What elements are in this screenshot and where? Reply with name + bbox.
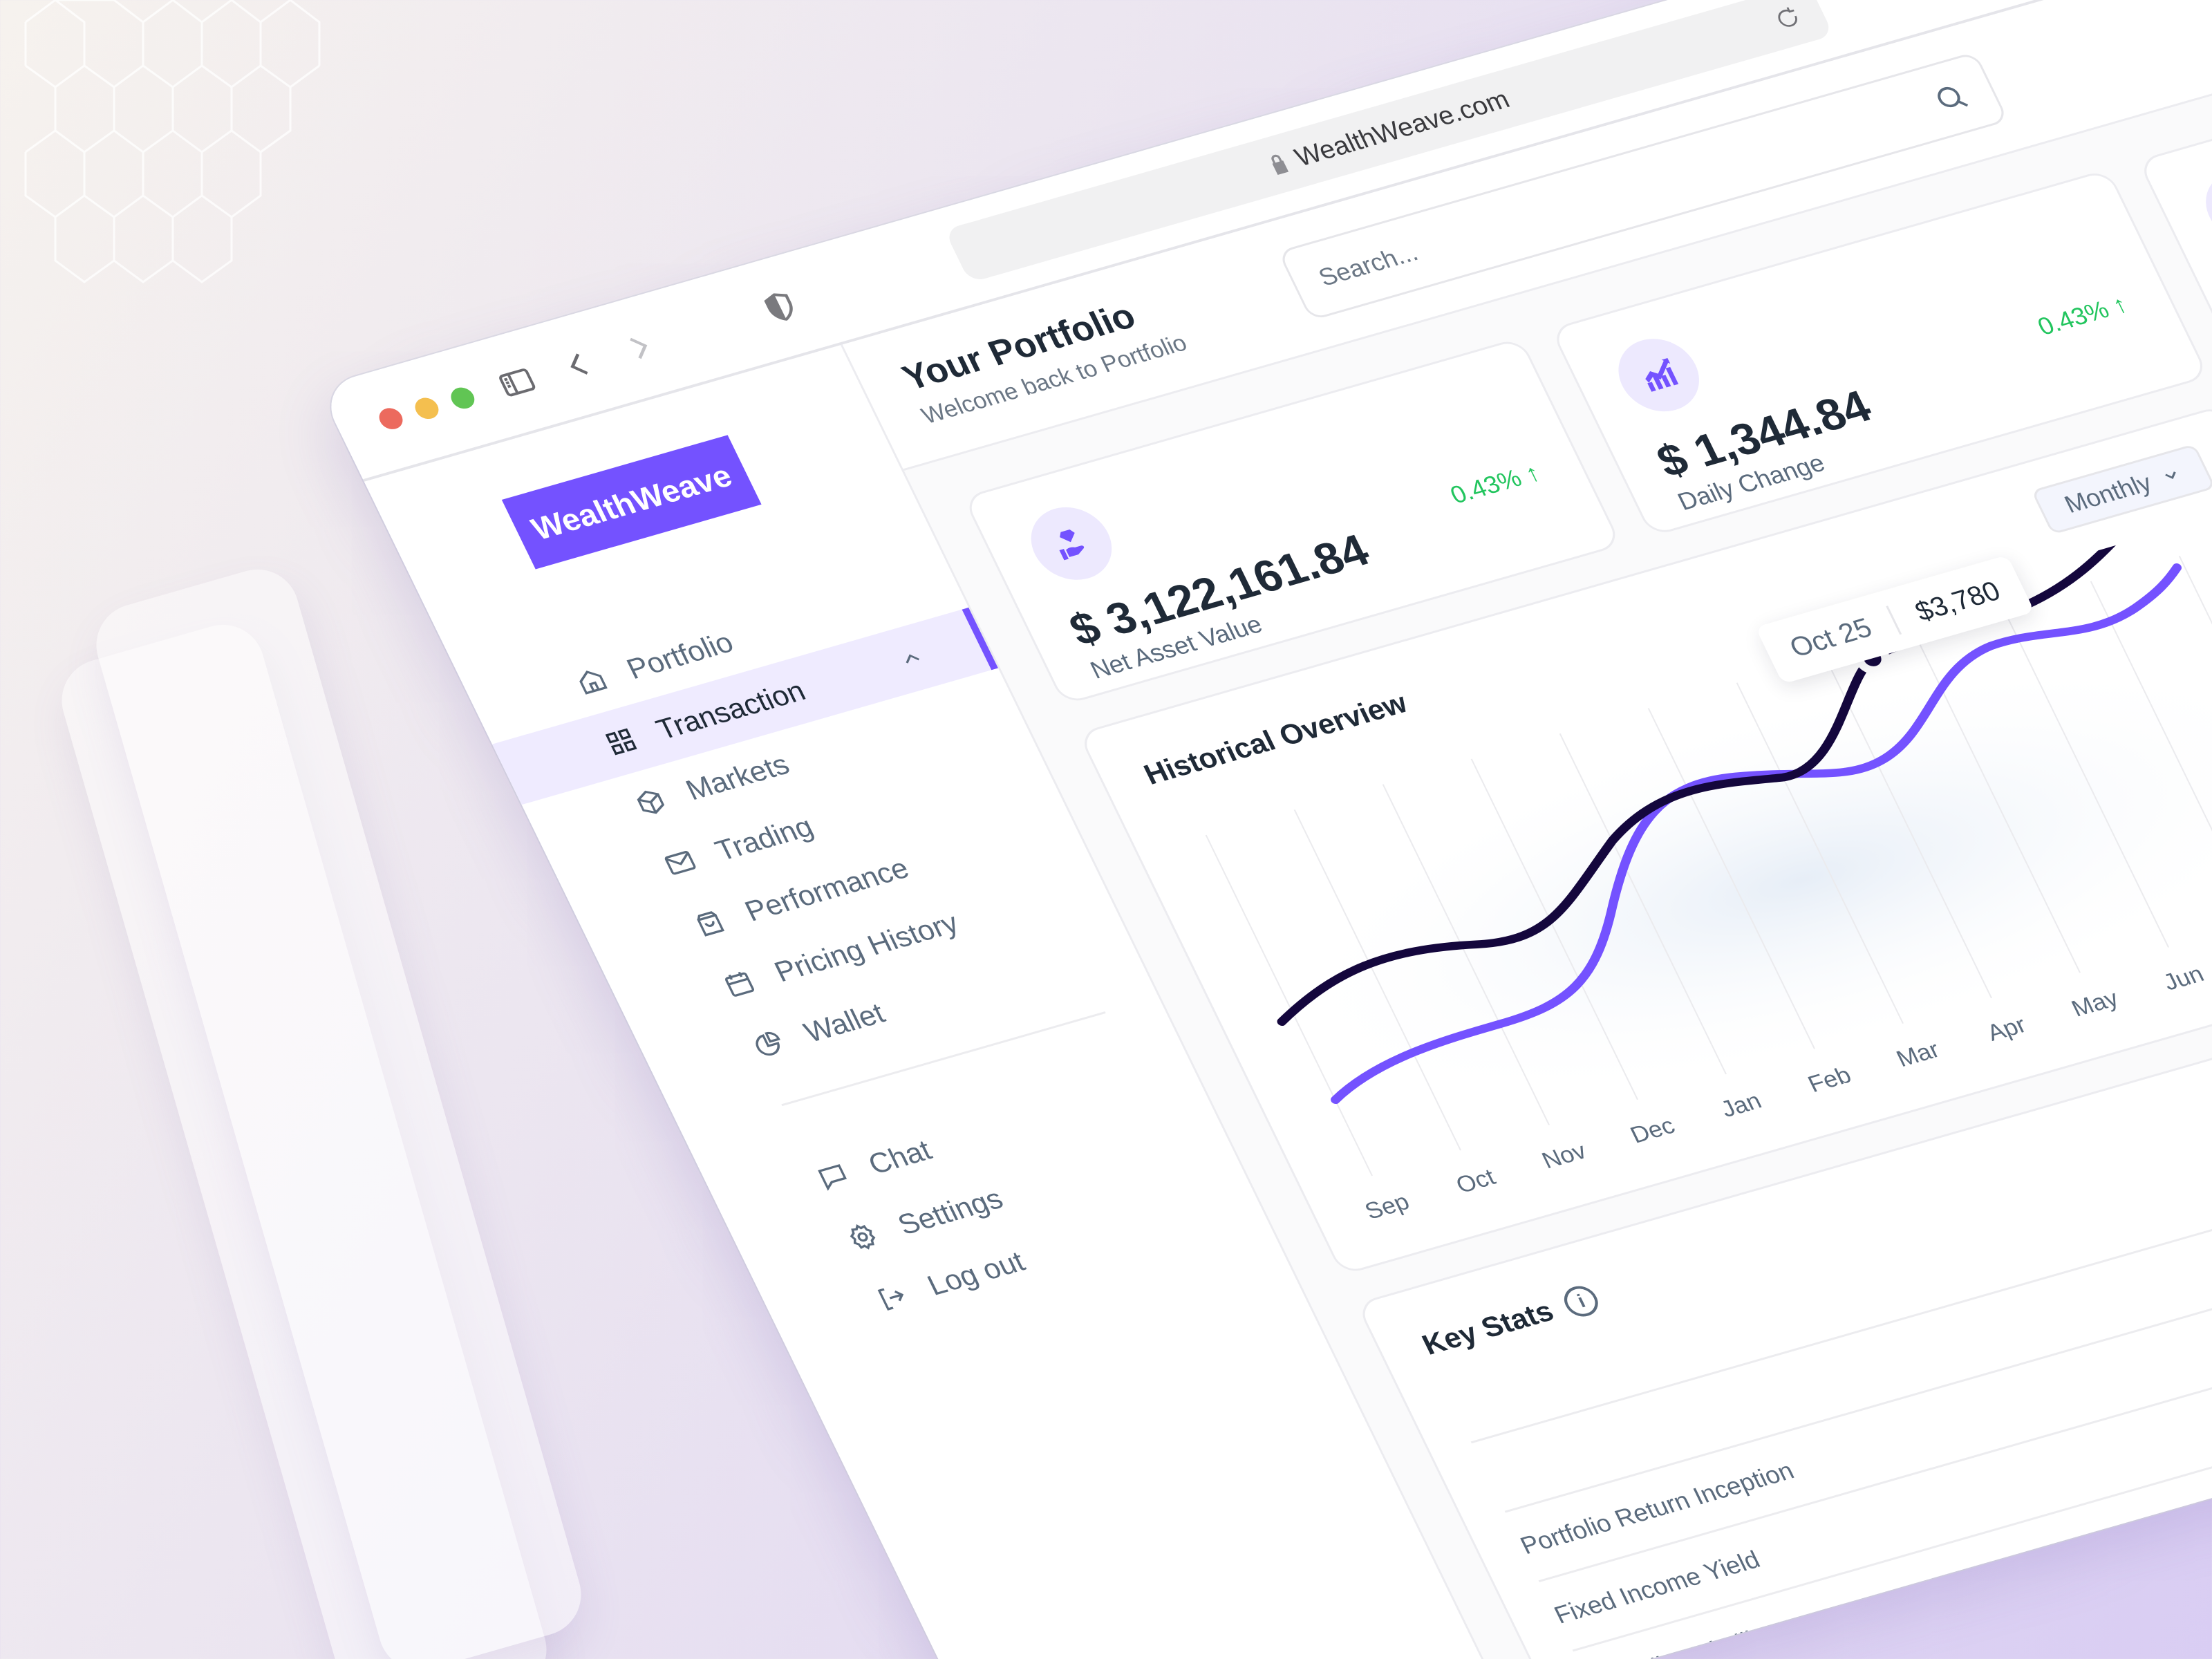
sidebar-item-pricing-history[interactable]: Pricing History xyxy=(610,850,1116,1047)
svg-text:Apr: Apr xyxy=(1983,1012,2031,1046)
wallet-icon xyxy=(2193,161,2212,252)
chat-icon xyxy=(818,1164,847,1191)
sidebar-item-wallet[interactable]: Wallet xyxy=(640,910,1146,1107)
brand-logo[interactable]: WealthWeave xyxy=(501,435,762,570)
historical-overview-chart: Historical Overview Monthly xyxy=(1077,404,2212,1276)
gear-icon xyxy=(850,1224,876,1250)
sidebar-item-chat[interactable]: Chat xyxy=(704,1042,1210,1239)
close-window-button[interactable] xyxy=(375,405,407,432)
info-icon[interactable]: i xyxy=(1559,1282,1604,1320)
range-dropdown[interactable]: Monthly xyxy=(2031,443,2212,535)
search-box[interactable] xyxy=(1277,50,2009,321)
search-icon[interactable] xyxy=(1929,79,1974,117)
grid-icon xyxy=(605,728,637,756)
sidebar-item-label: Markets xyxy=(680,748,795,807)
range-dropdown-label: Monthly xyxy=(2059,468,2157,518)
address-bar[interactable]: WealthWeave.com xyxy=(944,0,1834,283)
sidebar-item-trading[interactable]: Trading xyxy=(551,729,1057,926)
svg-text:Mar: Mar xyxy=(1893,1037,1944,1072)
page-header: Your Portfolio Welcome back to Portfolio… xyxy=(842,0,2212,471)
reload-icon[interactable] xyxy=(1768,2,1807,35)
forward-arrow-icon[interactable] xyxy=(614,326,664,369)
stat-card-daily-change: $ 1,344.84 Daily Change 0.43% ↑ xyxy=(1550,168,2210,537)
sidebar: WealthWeave Portfolio Transaction Market… xyxy=(364,344,1504,1659)
sidebar-item-portfolio[interactable]: Portfolio xyxy=(462,547,968,744)
stat-card-net-asset-value: $ 3,122,161.84 Net Asset Value 0.43% ↑ xyxy=(962,337,1622,706)
svg-text:Jun: Jun xyxy=(2159,962,2209,995)
chevron-up-icon[interactable] xyxy=(894,644,929,673)
lock-icon xyxy=(1271,154,1289,175)
sidebar-item-label: Portfolio xyxy=(621,626,739,685)
svg-text:Jan: Jan xyxy=(1717,1088,1766,1122)
sidebar-item-label: Chat xyxy=(863,1133,937,1181)
browser-toolbar: WealthWeave.com xyxy=(318,0,2212,482)
svg-text:Dec: Dec xyxy=(1627,1113,1679,1148)
svg-text:Feb: Feb xyxy=(1804,1062,1855,1098)
sidebar-item-performance[interactable]: Performance xyxy=(581,789,1087,986)
honeycomb-pattern xyxy=(24,0,321,283)
sidebar-item-label: Log out xyxy=(921,1245,1030,1302)
sidebar-item-label: Settings xyxy=(892,1182,1009,1241)
diamond-hand-icon xyxy=(1018,498,1125,589)
sidebar-nav: Portfolio Transaction Markets Trading xyxy=(462,547,1145,1107)
sidebar-item-settings[interactable]: Settings xyxy=(733,1103,1239,1300)
pie-chart-icon xyxy=(756,1031,780,1056)
growth-chart-icon xyxy=(1605,330,1713,421)
minimize-window-button[interactable] xyxy=(411,395,442,422)
sidebar-item-markets[interactable]: Markets xyxy=(522,668,1028,865)
sidebar-item-label: Wallet xyxy=(798,996,890,1049)
window-controls xyxy=(375,384,478,432)
sidebar-item-logout[interactable]: Log out xyxy=(763,1163,1269,1360)
mail-icon xyxy=(664,851,696,875)
browser-window: WealthWeave.com WealthWeave Portfolio Tr… xyxy=(318,0,2212,1659)
chevron-down-icon xyxy=(2165,471,2176,480)
back-arrow-icon[interactable] xyxy=(553,344,603,386)
shield-icon[interactable] xyxy=(755,285,805,328)
svg-text:Sep: Sep xyxy=(1361,1189,1414,1224)
sidebar-item-label: Trading xyxy=(710,810,818,867)
line-chart[interactable]: SepOctNovDecJanFebMarAprMayJunJulAug xyxy=(1166,513,2212,1246)
cube-icon xyxy=(637,790,665,814)
home-icon xyxy=(579,671,608,695)
dashboard-grid: $ 3,122,161.84 Net Asset Value 0.43% ↑ $… xyxy=(904,0,2212,1659)
shopping-bag-icon xyxy=(697,911,725,937)
calendar-icon xyxy=(724,971,755,997)
sidebar-item-transaction[interactable]: Transaction xyxy=(491,607,998,805)
sidebar-toggle-icon[interactable] xyxy=(492,361,543,404)
svg-text:Nov: Nov xyxy=(1538,1138,1591,1174)
vertical-gridlines xyxy=(1205,555,2212,1177)
svg-text:Oct: Oct xyxy=(1452,1164,1500,1198)
logout-icon xyxy=(877,1288,904,1311)
main-content: Your Portfolio Welcome back to Portfolio… xyxy=(842,0,2212,1659)
sidebar-secondary-nav: Chat Settings Log out xyxy=(704,1042,1269,1360)
maximize-window-button[interactable] xyxy=(447,384,478,411)
url-text: WealthWeave.com xyxy=(1290,84,1515,172)
svg-text:May: May xyxy=(2068,986,2123,1022)
